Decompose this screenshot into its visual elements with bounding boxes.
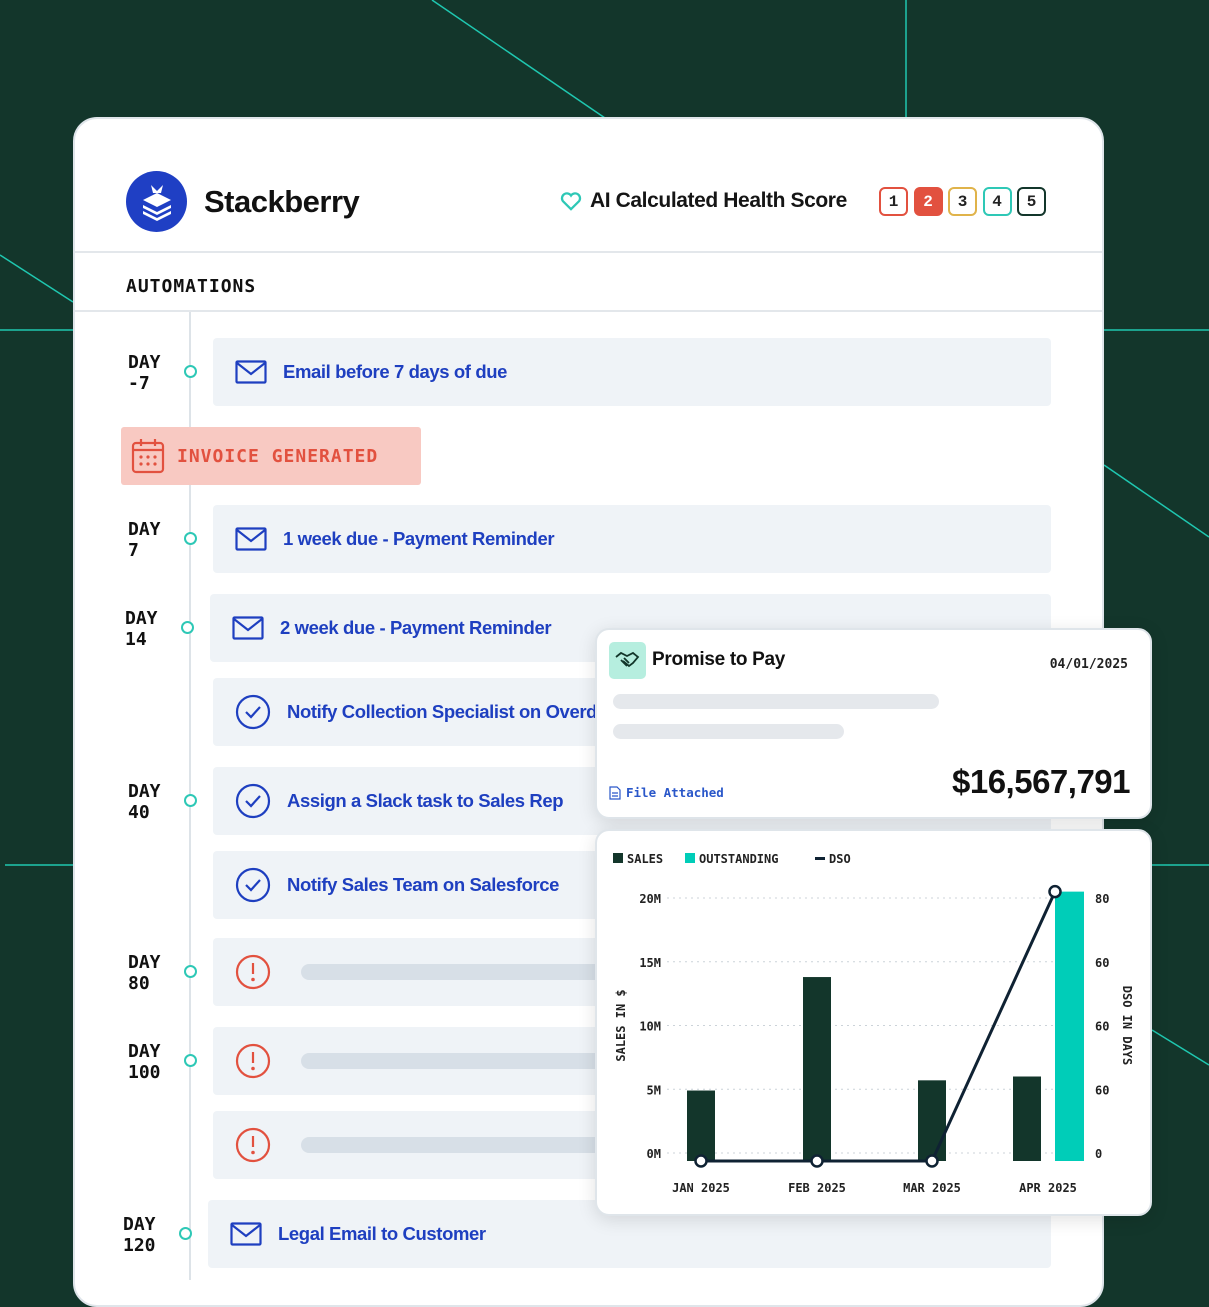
timeline-dot	[184, 794, 197, 807]
sales-bar	[687, 1090, 715, 1161]
promise-to-pay-card[interactable]: Promise to Pay 04/01/2025 File Attached …	[595, 628, 1152, 819]
y-tick-label: 0M	[647, 1147, 661, 1161]
brand-name: Stackberry	[204, 184, 360, 219]
day-label: DAY 80	[128, 952, 161, 994]
day-label: DAY 40	[128, 781, 161, 823]
legend-swatch-dso	[815, 857, 825, 860]
health-score-5[interactable]: 5	[1017, 187, 1046, 216]
automation-label: Assign a Slack task to Sales Rep	[287, 790, 564, 811]
y2-tick-label: 0	[1095, 1147, 1102, 1161]
y-tick-label: 5M	[647, 1083, 661, 1097]
health-score-3[interactable]: 3	[948, 187, 977, 216]
placeholder-line	[613, 724, 844, 739]
promise-title: Promise to Pay	[652, 649, 786, 670]
stackberry-logo-icon	[126, 171, 187, 232]
x-tick-label: APR 2025	[1019, 1181, 1077, 1195]
document-icon	[609, 785, 621, 800]
divider	[75, 310, 1102, 312]
y2-tick-label: 80	[1095, 892, 1109, 906]
automation-label: Legal Email to Customer	[278, 1223, 486, 1244]
check-circle-icon	[235, 867, 271, 903]
timeline-dot	[184, 1054, 197, 1067]
sales-bar	[1013, 1076, 1041, 1161]
heart-icon	[560, 192, 582, 211]
timeline-dot	[184, 532, 197, 545]
legend-label: DSO	[829, 852, 851, 866]
placeholder-bar	[301, 1137, 621, 1153]
automation-row[interactable]: Email before 7 days of due	[213, 338, 1051, 406]
sales-chart-card: SALES OUTSTANDING DSO 0M 0 5M 60 10M 60 15M 60 20M 8…	[595, 829, 1152, 1216]
check-circle-icon	[235, 783, 271, 819]
placeholder-bar	[301, 1053, 621, 1069]
automation-label: 2 week due - Payment Reminder	[280, 617, 552, 638]
placeholder-bar	[301, 964, 621, 980]
legend-label: SALES	[627, 852, 663, 866]
timeline-dot	[184, 365, 197, 378]
y-tick-label: 15M	[639, 956, 661, 970]
dso-point	[925, 1154, 939, 1168]
automation-label: Email before 7 days of due	[283, 361, 508, 382]
health-score-2[interactable]: 2	[913, 187, 943, 216]
x-tick-label: JAN 2025	[672, 1181, 730, 1195]
y-tick-label: 10M	[639, 1020, 661, 1034]
handshake-icon	[609, 642, 646, 679]
mail-icon	[235, 360, 267, 384]
mail-icon	[230, 1222, 262, 1246]
sales-bar	[803, 977, 831, 1161]
section-title: AUTOMATIONS	[126, 276, 257, 297]
check-circle-icon	[235, 694, 271, 730]
outstanding-bar	[1055, 891, 1084, 1161]
y-tick-label: 20M	[639, 892, 661, 906]
dso-line	[701, 891, 1057, 1163]
file-attached-label: File Attached	[626, 785, 724, 800]
file-attached-link[interactable]: File Attached	[609, 785, 724, 800]
y2-tick-label: 60	[1095, 1083, 1109, 1097]
timeline-dot	[181, 621, 194, 634]
legend-swatch-outstanding	[685, 853, 695, 863]
alert-circle-icon	[235, 1127, 271, 1163]
automation-label: 1 week due - Payment Reminder	[283, 528, 555, 549]
health-score-4[interactable]: 4	[982, 187, 1012, 216]
health-score-1[interactable]: 1	[879, 187, 908, 216]
day-label: DAY -7	[128, 352, 161, 394]
invoice-generated-banner: INVOICE GENERATED	[121, 427, 421, 485]
x-tick-label: FEB 2025	[788, 1181, 846, 1195]
dso-point	[1048, 884, 1062, 899]
automation-row[interactable]: 1 week due - Payment Reminder	[213, 505, 1051, 573]
day-label: DAY 7	[128, 519, 161, 561]
x-tick-label: MAR 2025	[903, 1181, 961, 1195]
invoice-generated-label: INVOICE GENERATED	[177, 445, 379, 467]
timeline-dot	[184, 965, 197, 978]
automation-label: Notify Sales Team on Salesforce	[287, 874, 560, 895]
day-label: DAY 14	[125, 608, 158, 650]
day-label: DAY 120	[123, 1214, 156, 1256]
y2-tick-label: 60	[1095, 956, 1109, 970]
health-score-text: AI Calculated Health Score	[590, 189, 847, 212]
mail-icon	[235, 527, 267, 551]
legend-label: OUTSTANDING	[699, 852, 778, 866]
health-score-label: AI Calculated Health Score	[560, 189, 847, 213]
background-lines	[0, 0, 1209, 1066]
alert-circle-icon	[235, 1043, 271, 1079]
y-axis-label: SALES IN $	[614, 989, 628, 1061]
dso-point	[694, 1154, 708, 1168]
y2-tick-label: 60	[1095, 1020, 1109, 1034]
timeline-dot	[179, 1227, 192, 1240]
calendar-icon	[131, 439, 165, 474]
promise-amount: $16,567,791	[951, 763, 1131, 800]
alert-circle-icon	[235, 954, 271, 990]
y2-axis-label: DSO IN DAYS	[1120, 986, 1134, 1065]
automation-label: Notify Collection Specialist on Overdue	[287, 701, 618, 722]
sales-bar	[918, 1080, 946, 1161]
divider	[75, 251, 1102, 253]
placeholder-line	[613, 694, 939, 709]
dso-point	[810, 1154, 824, 1168]
sales-chart: SALES OUTSTANDING DSO 0M 0 5M 60 10M 60 15M 60 20M 8…	[613, 852, 1134, 1195]
mail-icon	[232, 616, 264, 640]
day-label: DAY 100	[128, 1041, 161, 1083]
promise-date: 04/01/2025	[1049, 657, 1128, 672]
legend-swatch-sales	[613, 853, 623, 863]
